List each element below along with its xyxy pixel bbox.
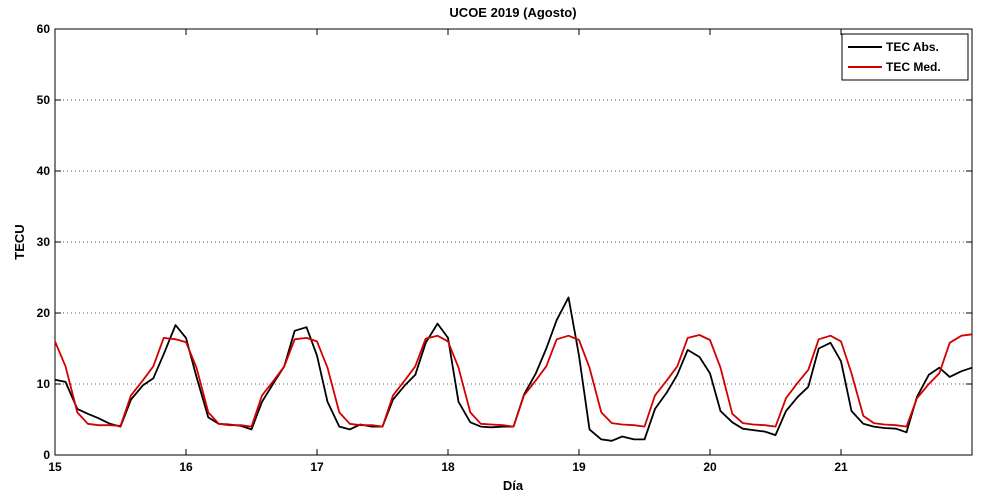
y-tick-label: 0 [43,448,50,462]
legend: TEC Abs. TEC Med. [841,33,969,81]
y-axis-label: TECU [12,224,27,259]
y-tick-label: 30 [37,235,51,249]
y-tick-label: 40 [37,164,51,178]
y-tick-label: 60 [37,22,51,36]
series-line-tec-abs [54,296,973,442]
plot-frame [54,28,973,456]
x-tick-label: 20 [703,460,717,474]
series-lines [54,296,973,442]
y-tick-label: 20 [37,306,51,320]
x-tick-label: 18 [441,460,455,474]
chart-title: UCOE 2019 (Agosto) [449,5,576,20]
x-tick-label: 16 [179,460,193,474]
legend-label-tec-abs: TEC Abs. [886,40,939,54]
x-tick-label: 15 [48,460,62,474]
x-tick-label: 17 [310,460,324,474]
y-tick-label: 50 [37,93,51,107]
x-tick-label: 19 [572,460,586,474]
y-tick-label: 10 [37,377,51,391]
x-tick-label: 21 [834,460,848,474]
axis-ticks: 0 10 20 30 40 50 60 15 16 17 18 19 20 21 [37,22,972,474]
x-axis-label: Día [503,478,524,493]
grid-lines [55,99,972,385]
legend-box [841,33,969,81]
legend-label-tec-med: TEC Med. [886,60,941,74]
series-line-tec-med [54,333,973,428]
